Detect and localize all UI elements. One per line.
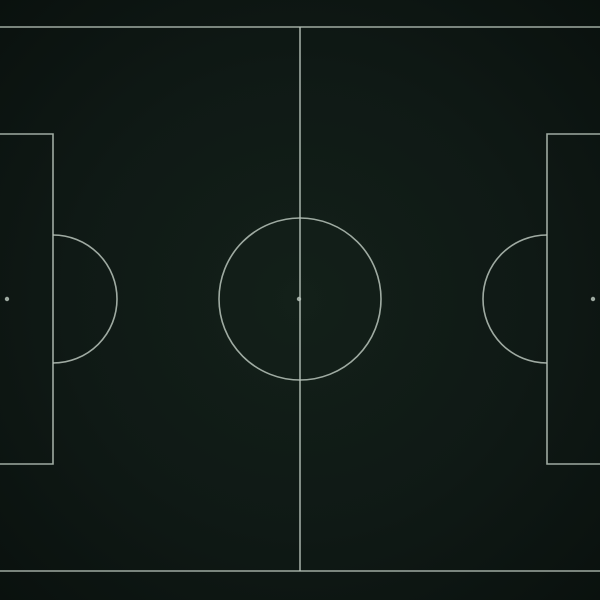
right-penalty-arc: [482, 234, 548, 364]
centre-spot: [296, 296, 302, 302]
right-penalty-area: [546, 133, 600, 465]
left-penalty-spot: [4, 296, 10, 302]
left-penalty-area: [0, 133, 54, 465]
left-penalty-arc: [52, 234, 118, 364]
right-penalty-spot: [590, 296, 596, 302]
centre-circle: [218, 217, 382, 381]
